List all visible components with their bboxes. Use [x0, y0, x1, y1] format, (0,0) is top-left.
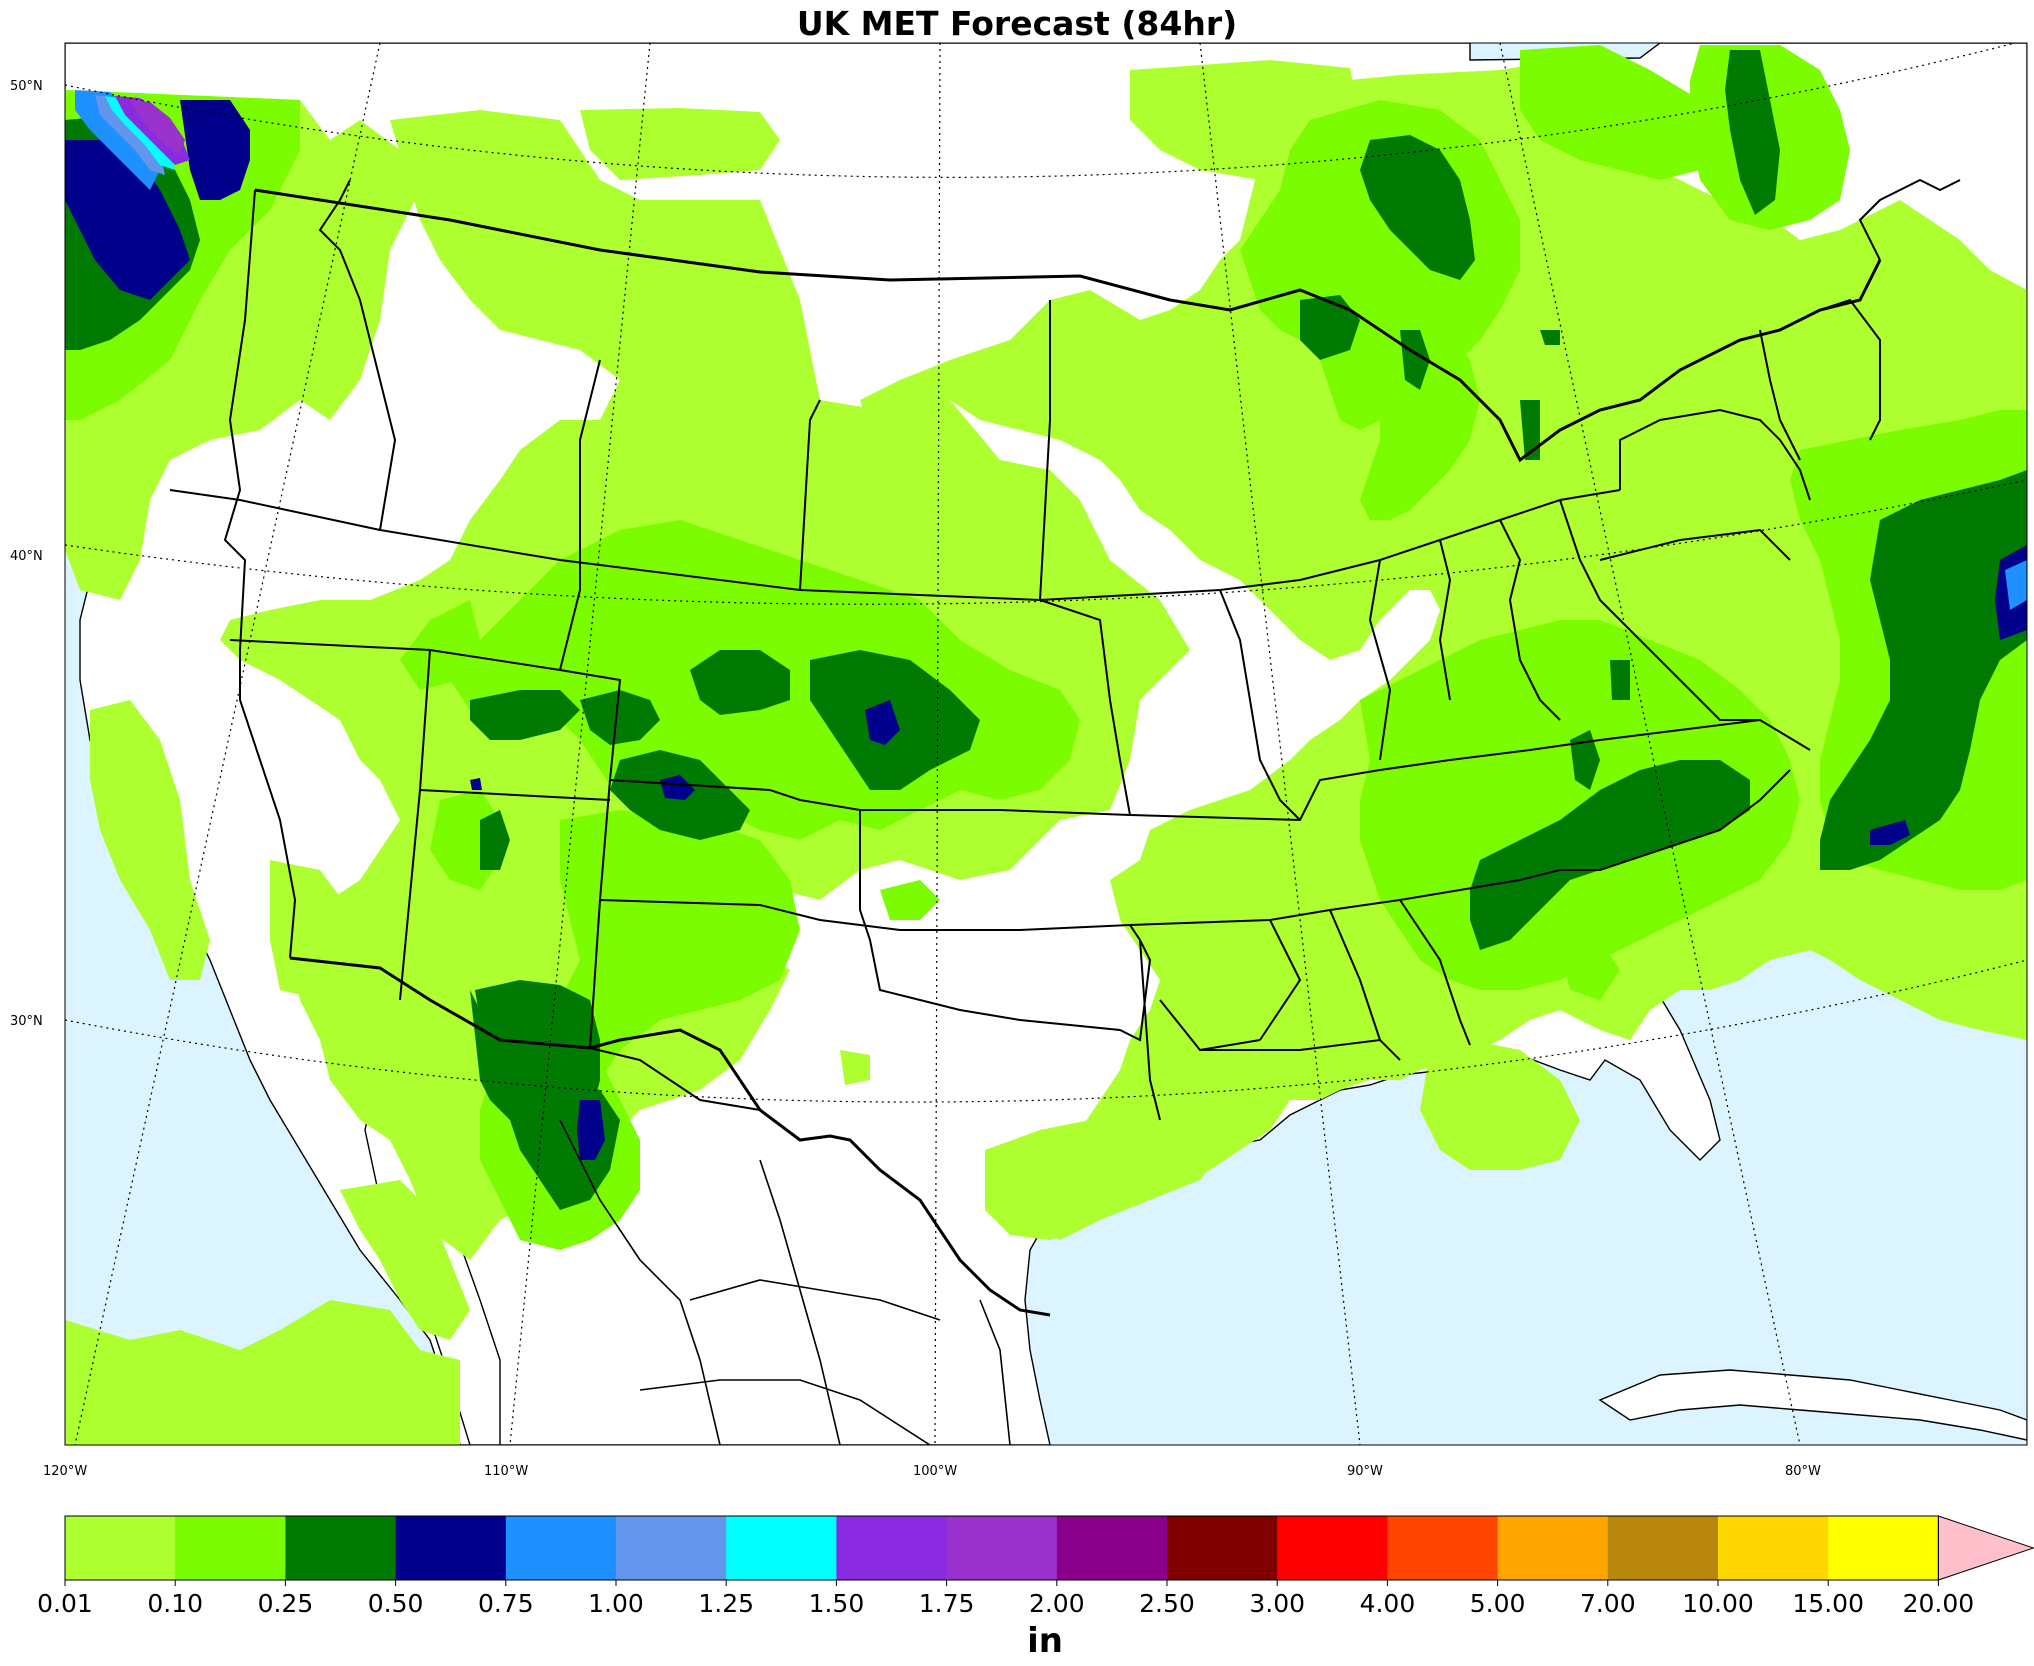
longitude-labels: 120°W 110°W 100°W 90°W 80°W [43, 1464, 1821, 1479]
colorbar-outline [64, 1515, 1939, 1581]
cuba [1598, 1369, 2027, 1441]
colorbar-segment [1167, 1516, 1278, 1580]
colorbar-tick-label: 5.00 [1470, 1589, 1526, 1618]
colorbar-segment [1277, 1516, 1388, 1580]
colorbar-extend-arrow [1937, 1515, 2034, 1581]
precip-0.75 [75, 90, 2027, 610]
colorbar-tick-label: 1.75 [919, 1589, 975, 1618]
lat-label: 40°N [10, 549, 43, 564]
boundaries [169, 178, 1961, 1317]
us-canada-border [254, 188, 1882, 463]
latitude-labels: 50°N 40°N 30°N [10, 79, 43, 1029]
colorbar-segment [836, 1516, 948, 1580]
mexico-states [559, 1119, 1011, 1445]
colorbar-segment [1718, 1516, 1829, 1580]
colorbar [64, 1515, 2034, 1581]
lon-label: 110°W [484, 1464, 528, 1479]
colorbar-segment [1387, 1516, 1499, 1580]
colorbar-tick-label: 1.25 [698, 1589, 754, 1618]
colorbar-segment [1828, 1516, 1939, 1580]
lat-label: 50°N [10, 79, 43, 94]
colorbar-segment [726, 1516, 837, 1580]
colorbar-segment [1056, 1516, 1168, 1580]
colorbar-tick-label: 10.00 [1682, 1589, 1754, 1618]
colorbar-segment [616, 1516, 727, 1580]
colorbar-tick-label: 2.50 [1139, 1589, 1195, 1618]
lon-label: 120°W [43, 1464, 87, 1479]
lon-label: 80°W [1785, 1464, 1821, 1479]
colorbar-tick-label: 0.10 [147, 1589, 203, 1618]
colorbar-segment [1607, 1516, 1719, 1580]
colorbar-tick-label: 3.00 [1249, 1589, 1305, 1618]
map-panel [65, 43, 2027, 1445]
colorbar-segment [285, 1516, 397, 1580]
lat-label: 30°N [10, 1014, 43, 1029]
colorbar-segment [175, 1516, 286, 1580]
colorbar-segment [65, 1516, 176, 1580]
colorbar-tick-label: 0.75 [478, 1589, 534, 1618]
precip-0.50 [65, 100, 2027, 1160]
colorbar-tick-label: 0.25 [258, 1589, 314, 1618]
colorbar-segment [1497, 1516, 1609, 1580]
colorbar-unit-label: in [1027, 1621, 1063, 1661]
graticule [65, 43, 2027, 1445]
lon-label: 100°W [913, 1464, 957, 1479]
colorbar-tick-label: 15.00 [1792, 1589, 1864, 1618]
colorbar-tick-label: 4.00 [1360, 1589, 1416, 1618]
colorbar-ticks: 0.01 0.10 0.25 0.50 0.75 1.00 1.25 1.50 1.75 2.00… [37, 1580, 1974, 1618]
colorbar-segment [946, 1516, 1058, 1580]
colorbar-tick-label: 20.00 [1903, 1589, 1975, 1618]
us-mexico-border [289, 956, 1051, 1317]
colorbar-segment [505, 1516, 617, 1580]
lon-label: 90°W [1347, 1464, 1383, 1479]
colorbar-tick-label: 2.00 [1029, 1589, 1085, 1618]
colorbar-tick-label: 1.50 [809, 1589, 865, 1618]
colorbar-tick-label: 7.00 [1580, 1589, 1636, 1618]
colorbar-tick-label: 0.01 [37, 1589, 93, 1618]
map-frame [64, 42, 2028, 1446]
colorbar-tick-label: 0.50 [368, 1589, 424, 1618]
colorbar-tick-label: 1.00 [588, 1589, 644, 1618]
colorbar-segment [395, 1516, 507, 1580]
map-title: UK MET Forecast (84hr) [796, 4, 1238, 43]
